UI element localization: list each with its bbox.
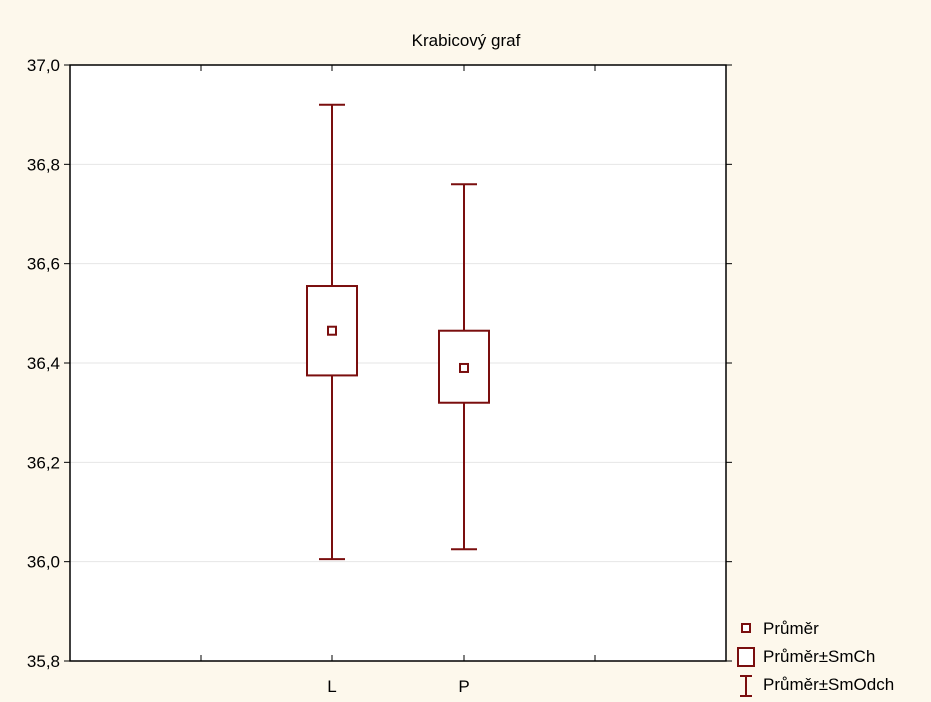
y-tick-label: 36,0 — [27, 553, 60, 572]
y-tick-label: 37,0 — [27, 56, 60, 75]
legend-item: Průměr±SmCh — [737, 647, 875, 667]
y-axis-labels: 35,8 36,0 36,2 36,4 36,6 36,8 37,0 — [27, 56, 60, 671]
y-tick-label: 36,6 — [27, 255, 60, 274]
x-tick-label: L — [327, 677, 336, 696]
x-tick-label: P — [458, 677, 469, 696]
y-tick-label: 36,8 — [27, 155, 60, 174]
y-tick-label: 35,8 — [27, 652, 60, 671]
plot-frame — [69, 64, 727, 662]
legend-box-icon — [737, 647, 755, 667]
legend-label: Průměr±SmOdch — [763, 675, 894, 694]
mean-marker — [327, 325, 337, 336]
legend-item: Průměr — [741, 619, 819, 638]
legend-item: Průměr±SmOdch — [740, 675, 894, 697]
box-group — [306, 103, 358, 561]
box-group — [438, 183, 490, 551]
legend-mean-icon — [741, 623, 751, 633]
y-tick-label: 36,4 — [27, 354, 60, 373]
legend: Průměr Průměr±SmCh Průměr±SmOdch — [737, 619, 894, 697]
grid-lines — [70, 163, 726, 563]
mean-marker — [459, 362, 469, 373]
box-series — [306, 103, 490, 561]
legend-whisker-icon — [740, 675, 752, 697]
legend-label: Průměr±SmCh — [763, 647, 875, 666]
y-tick-label: 36,2 — [27, 453, 60, 472]
chart-title: Krabicový graf — [412, 31, 521, 50]
legend-label: Průměr — [763, 619, 819, 638]
